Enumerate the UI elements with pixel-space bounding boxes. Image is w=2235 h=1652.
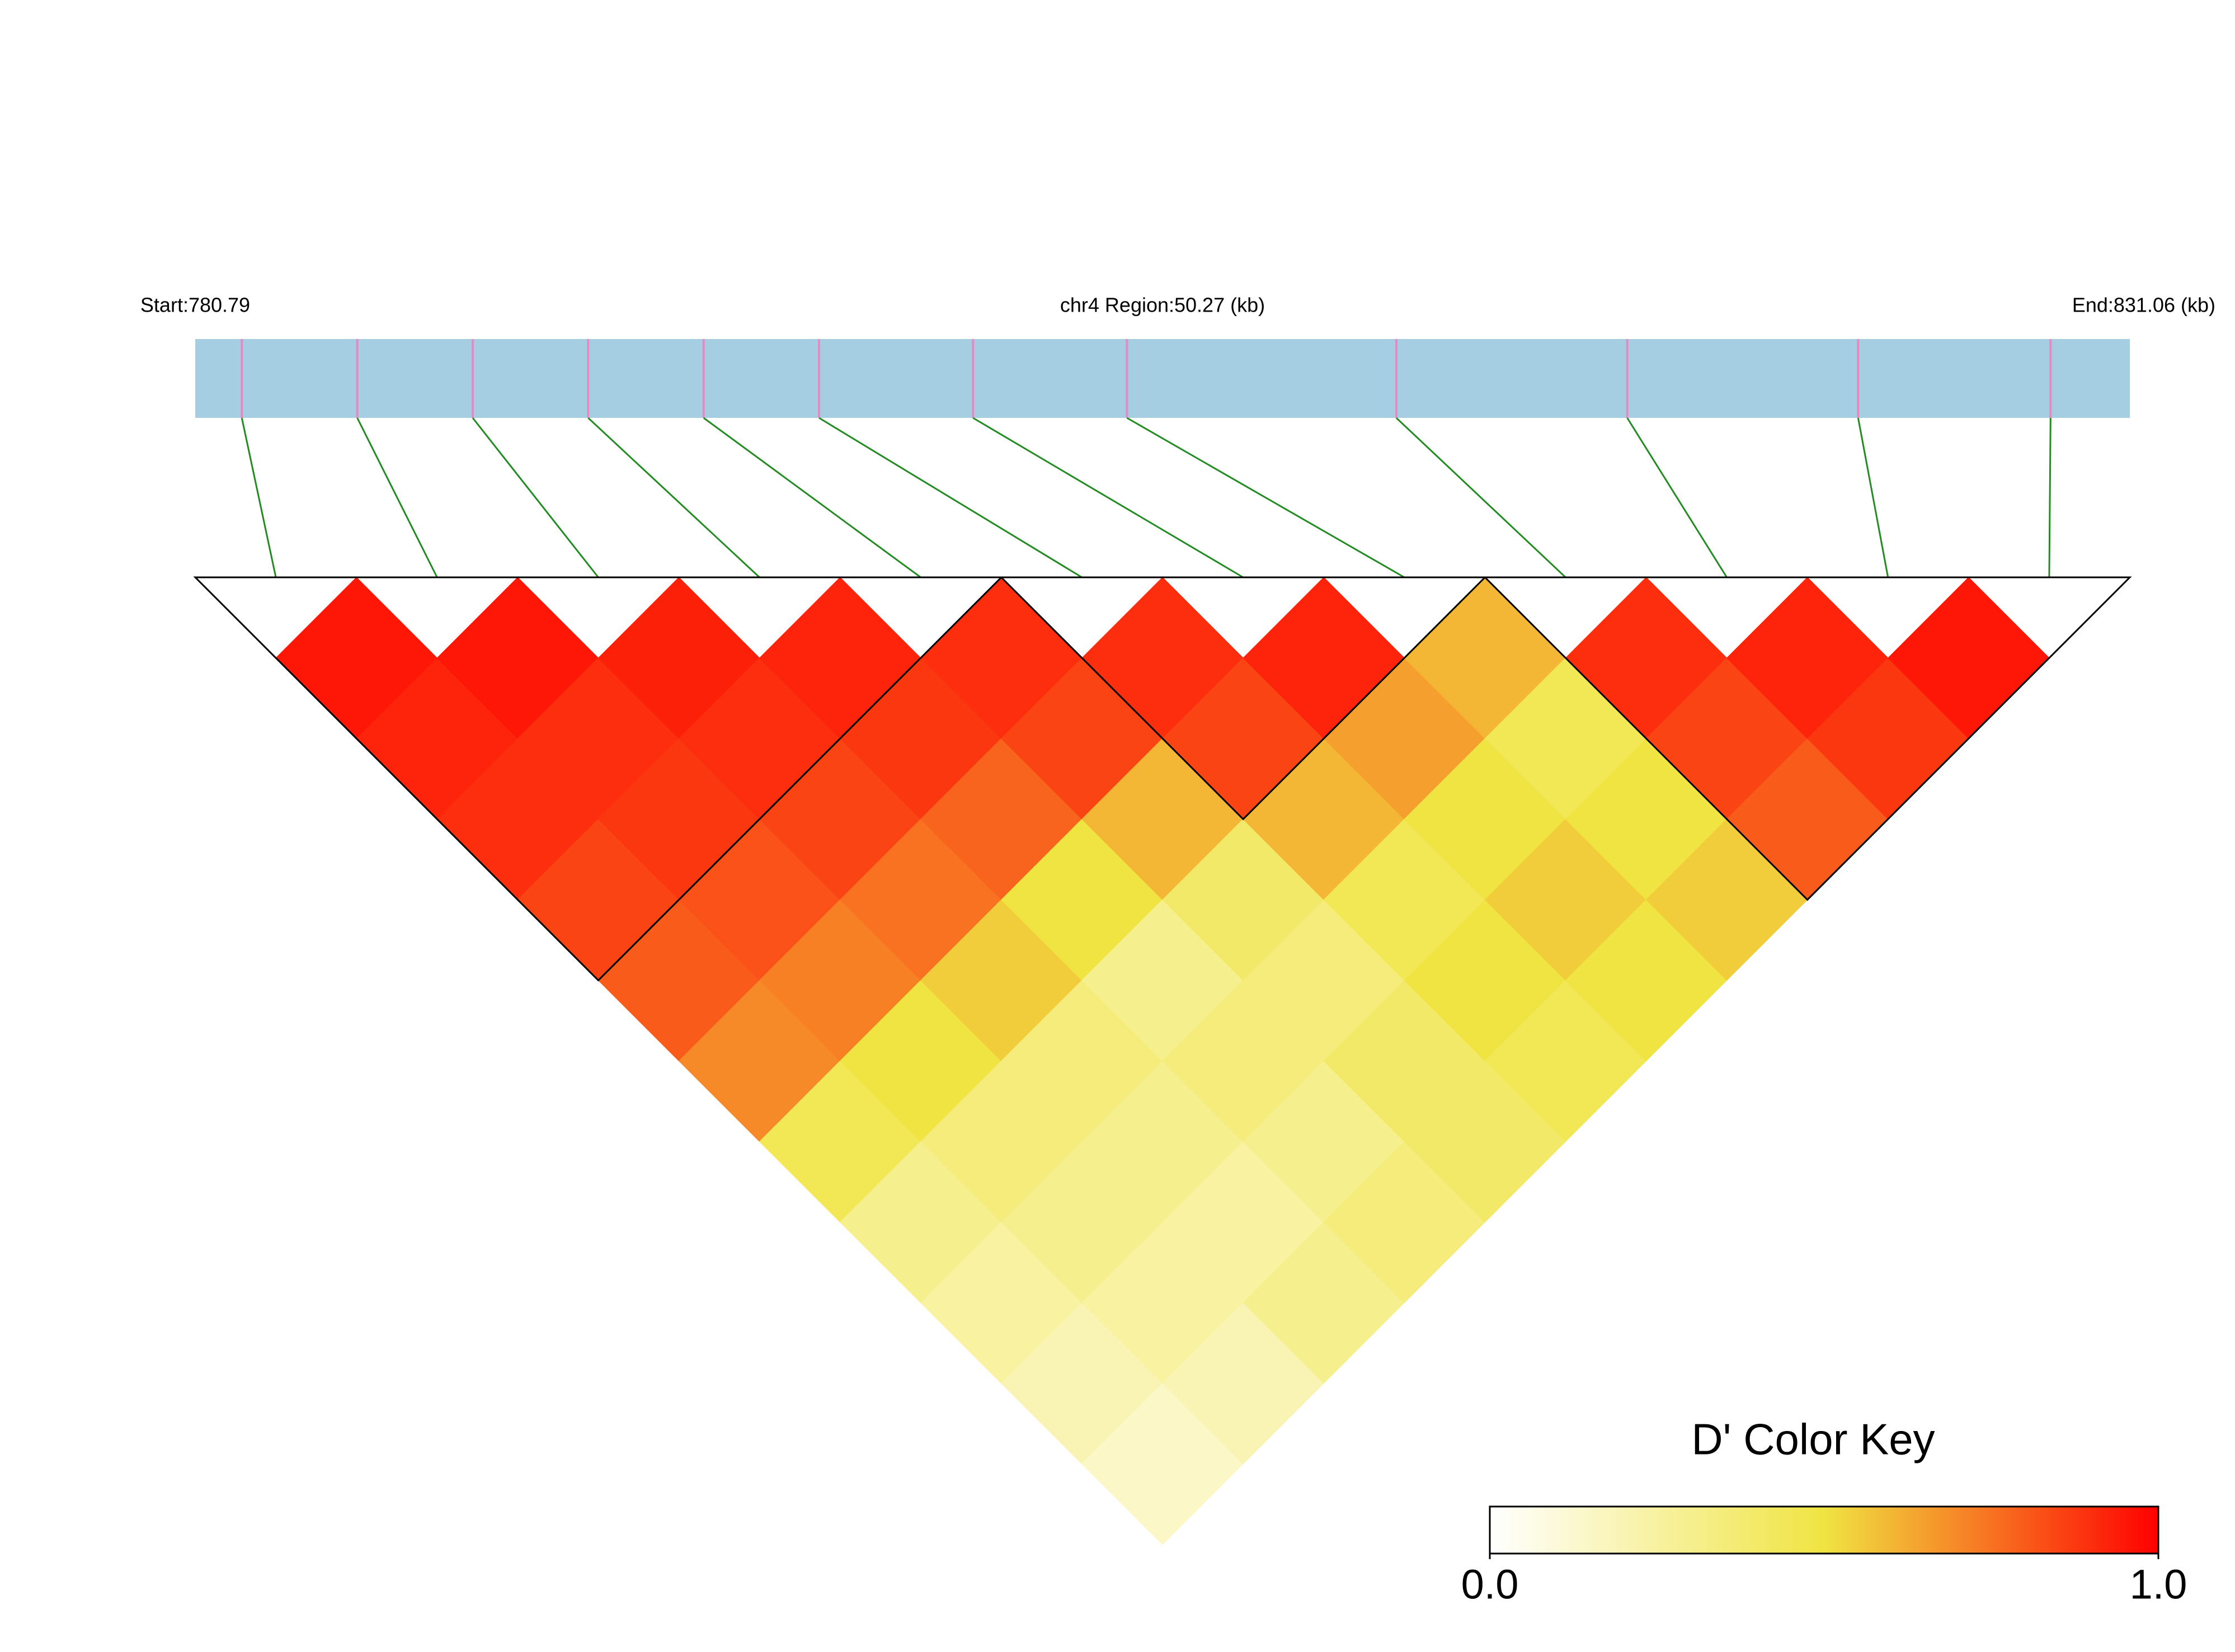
snp-link	[2048, 417, 2052, 578]
region-label: chr4 Region:50.27 (kb)	[1060, 294, 1265, 317]
snp-link	[703, 417, 921, 578]
ld-block	[193, 576, 1004, 982]
snp-link	[241, 417, 277, 578]
snp-link	[1626, 417, 1728, 578]
ld-block	[999, 576, 1487, 821]
snp-link	[1857, 417, 1889, 578]
ld-block	[1483, 576, 2132, 901]
color-key-bar	[1489, 1505, 2159, 1555]
snp-link	[472, 417, 599, 578]
snp-link	[1126, 417, 1405, 578]
region-bar	[195, 339, 2130, 418]
color-key-label: 1.0	[2130, 1561, 2187, 1608]
color-key-title: D' Color Key	[1691, 1415, 1935, 1464]
snp-link	[972, 417, 1244, 578]
snp-link	[356, 417, 438, 578]
snp-link	[587, 417, 760, 578]
end-label: End:831.06 (kb)	[2072, 294, 2215, 317]
start-label: Start:780.79	[140, 294, 250, 317]
snp-link	[818, 417, 1083, 578]
color-key-label: 0.0	[1461, 1561, 1519, 1608]
snp-link	[1395, 417, 1566, 578]
